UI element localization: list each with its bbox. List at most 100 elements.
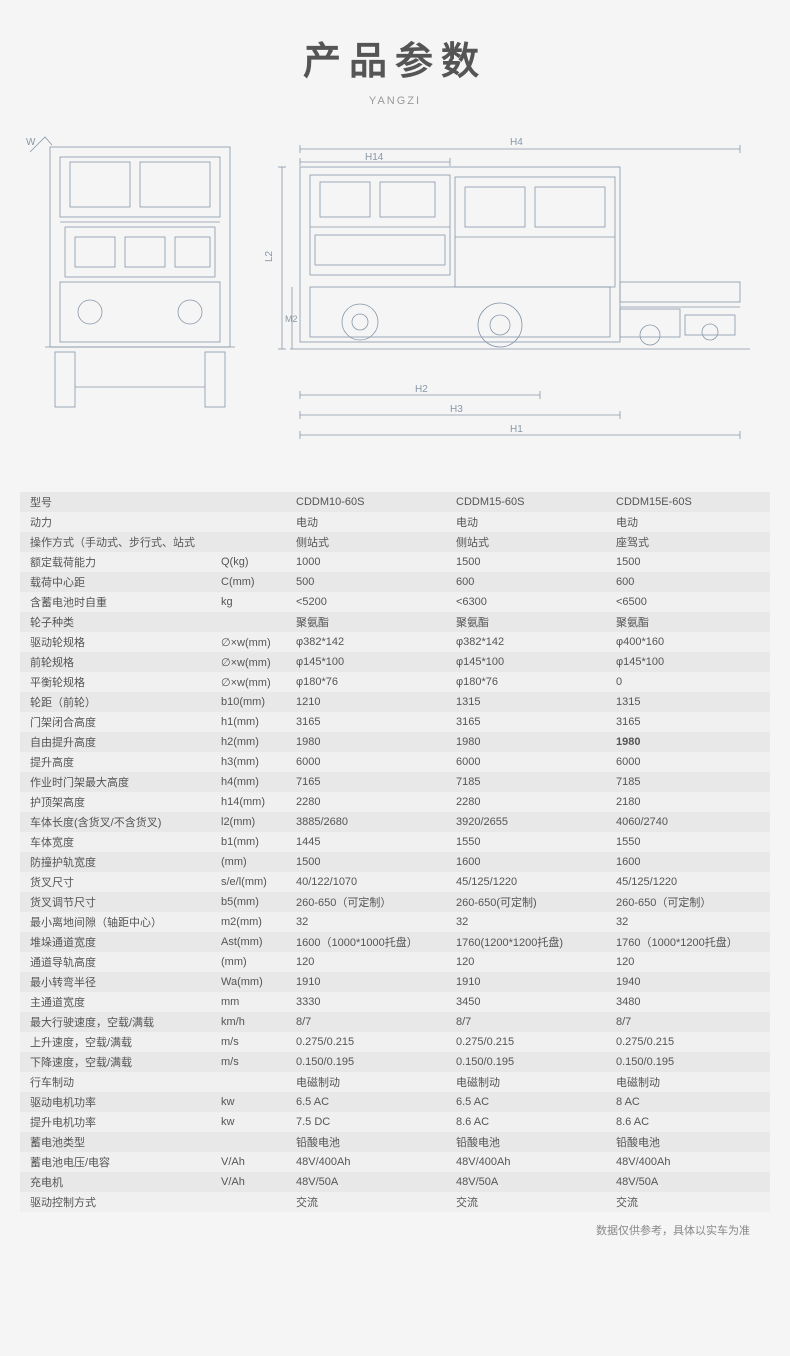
row-unit: h2(mm) (215, 732, 290, 752)
row-c3: 8/7 (610, 1012, 770, 1032)
table-row: 下降速度，空载/满载m/s0.150/0.1950.150/0.1950.150… (20, 1052, 770, 1072)
row-c2: φ382*142 (450, 632, 610, 652)
row-label: 额定载荷能力 (20, 552, 215, 572)
spec-table: 型号CDDM10-60SCDDM15-60SCDDM15E-60S动力电动电动电… (20, 492, 770, 1212)
row-c2: 1760(1200*1200托盘) (450, 932, 610, 952)
svg-text:H2: H2 (415, 384, 428, 395)
row-label: 蓄电池电压/电容 (20, 1152, 215, 1172)
row-c3: 8 AC (610, 1092, 770, 1112)
table-row: 轮距（前轮）b10(mm)121013151315 (20, 692, 770, 712)
svg-text:W: W (26, 137, 36, 148)
svg-text:H3: H3 (450, 404, 463, 415)
row-unit: b5(mm) (215, 892, 290, 912)
row-c3: φ145*100 (610, 652, 770, 672)
row-label: 行车制动 (20, 1072, 215, 1092)
row-c1: 7165 (290, 772, 450, 792)
row-c2: 32 (450, 912, 610, 932)
table-row: 平衡轮规格∅×w(mm)φ180*76φ180*760 (20, 672, 770, 692)
row-c1: 聚氨酯 (290, 612, 450, 632)
row-label: 门架闭合高度 (20, 712, 215, 732)
row-c2: 48V/400Ah (450, 1152, 610, 1172)
row-label: 主通道宽度 (20, 992, 215, 1012)
row-c3: 48V/50A (610, 1172, 770, 1192)
row-c2: CDDM15-60S (450, 492, 610, 512)
row-unit: h4(mm) (215, 772, 290, 792)
row-label: 自由提升高度 (20, 732, 215, 752)
row-c1: 电动 (290, 512, 450, 532)
row-c3: 1600 (610, 852, 770, 872)
row-label: 护顶架高度 (20, 792, 215, 812)
footnote: 数据仅供参考，具体以实车为准 (20, 1222, 770, 1238)
row-unit (215, 612, 290, 632)
row-c3: φ400*160 (610, 632, 770, 652)
row-c2: 120 (450, 952, 610, 972)
row-c2: 电磁制动 (450, 1072, 610, 1092)
table-row: 通道导轨高度(mm)120120120 (20, 952, 770, 972)
row-unit: V/Ah (215, 1172, 290, 1192)
row-c1: 3165 (290, 712, 450, 732)
row-c2: 1315 (450, 692, 610, 712)
row-label: 最小转弯半径 (20, 972, 215, 992)
row-label: 堆垛通道宽度 (20, 932, 215, 952)
row-unit: h3(mm) (215, 752, 290, 772)
row-c2: φ180*76 (450, 672, 610, 692)
row-c2: 8/7 (450, 1012, 610, 1032)
row-c1: 2280 (290, 792, 450, 812)
row-c3: 1550 (610, 832, 770, 852)
row-c1: 0.150/0.195 (290, 1052, 450, 1072)
row-label: 最大行驶速度，空载/满载 (20, 1012, 215, 1032)
row-c2: 电动 (450, 512, 610, 532)
row-label: 前轮规格 (20, 652, 215, 672)
row-unit: b10(mm) (215, 692, 290, 712)
row-c3: 0.275/0.215 (610, 1032, 770, 1052)
row-c2: 8.6 AC (450, 1112, 610, 1132)
row-unit: km/h (215, 1012, 290, 1032)
row-c3: 0.150/0.195 (610, 1052, 770, 1072)
row-c1: 1500 (290, 852, 450, 872)
row-label: 提升电机功率 (20, 1112, 215, 1132)
table-row: 行车制动电磁制动电磁制动电磁制动 (20, 1072, 770, 1092)
row-c2: 2280 (450, 792, 610, 812)
technical-diagram: W H4 H14 (20, 127, 770, 467)
row-c1: 1910 (290, 972, 450, 992)
row-c1: 48V/400Ah (290, 1152, 450, 1172)
row-c1: <5200 (290, 592, 450, 612)
row-c2: 1550 (450, 832, 610, 852)
svg-text:H1: H1 (510, 424, 523, 435)
row-c1: φ180*76 (290, 672, 450, 692)
row-c3: 45/125/1220 (610, 872, 770, 892)
row-c1: CDDM10-60S (290, 492, 450, 512)
row-c2: 1600 (450, 852, 610, 872)
row-c3: 0 (610, 672, 770, 692)
row-c1: 32 (290, 912, 450, 932)
row-c2: 3450 (450, 992, 610, 1012)
row-c3: 1315 (610, 692, 770, 712)
row-unit: kw (215, 1112, 290, 1132)
row-c2: 1500 (450, 552, 610, 572)
row-c3: 1760（1000*1200托盘） (610, 932, 770, 952)
row-c2: 聚氨酯 (450, 612, 610, 632)
table-row: 最小离地间隙（轴距中心）m2(mm)323232 (20, 912, 770, 932)
row-c3: 1980 (610, 732, 770, 752)
row-label: 型号 (20, 492, 215, 512)
row-unit (215, 1072, 290, 1092)
row-c1: φ382*142 (290, 632, 450, 652)
row-label: 货叉尺寸 (20, 872, 215, 892)
table-row: 护顶架高度h14(mm)228022802180 (20, 792, 770, 812)
row-c2: 1980 (450, 732, 610, 752)
row-unit (215, 1132, 290, 1152)
row-unit (215, 492, 290, 512)
row-unit: m/s (215, 1052, 290, 1072)
row-c3: 1940 (610, 972, 770, 992)
row-label: 通道导轨高度 (20, 952, 215, 972)
row-label: 驱动控制方式 (20, 1192, 215, 1212)
row-c1: 40/122/1070 (290, 872, 450, 892)
svg-text:H14: H14 (365, 152, 384, 163)
row-unit: ∅×w(mm) (215, 632, 290, 652)
row-c3: 260-650（可定制） (610, 892, 770, 912)
table-row: 作业时门架最大高度h4(mm)716571857185 (20, 772, 770, 792)
row-c2: 交流 (450, 1192, 610, 1212)
table-row: 堆垛通道宽度Ast(mm)1600（1000*1000托盘）1760(1200*… (20, 932, 770, 952)
row-c2: 600 (450, 572, 610, 592)
row-label: 充电机 (20, 1172, 215, 1192)
